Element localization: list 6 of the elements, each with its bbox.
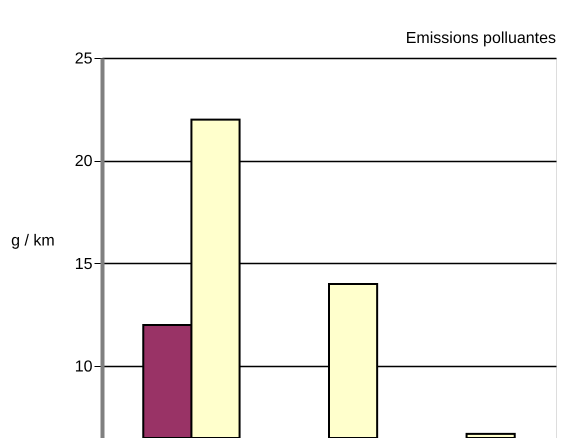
chart-title: Emissions polluantes [406, 30, 556, 47]
y-tick-label: 25 [74, 50, 93, 68]
y-tick-label: 10 [74, 358, 93, 376]
y-tick-label: 20 [74, 153, 93, 170]
y-axis-title: g / km [11, 232, 55, 250]
y-tick-label: 15 [74, 256, 93, 273]
